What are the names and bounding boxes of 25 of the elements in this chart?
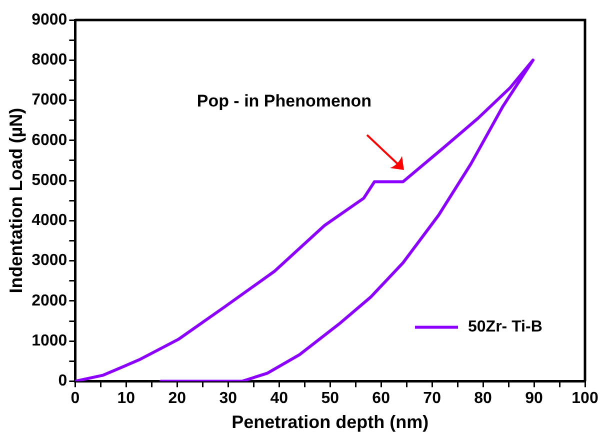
x-tick-label: 80	[474, 390, 492, 408]
x-tick-label: 100	[572, 390, 598, 408]
x-tick-label: 30	[219, 390, 238, 408]
x-tick-label: 50	[321, 390, 340, 408]
y-tick-label: 6000	[32, 132, 68, 149]
y-tick-label: 9000	[32, 11, 68, 28]
y-tick-label: 5000	[32, 172, 68, 189]
x-tick-label: 10	[117, 390, 136, 408]
y-tick-label: 0	[58, 372, 68, 390]
annotation: Pop - in Phenomenon	[196, 92, 372, 111]
y-tick-label: 8000	[32, 52, 68, 69]
x-tick-label: 0	[70, 390, 80, 408]
x-tick-label: 90	[525, 390, 544, 408]
y-tick-label: 1000	[32, 332, 68, 350]
y-tick-label: 3000	[32, 252, 68, 270]
y-axis-title: Indentation Load (µN)	[6, 108, 26, 294]
x-tick-label: 60	[372, 390, 390, 408]
x-tick-label: 20	[168, 390, 186, 408]
x-tick-label: 70	[423, 390, 442, 408]
y-tick-label: 7000	[32, 92, 68, 109]
legend-label: 50Zr- Ti-B	[468, 318, 542, 336]
y-tick-label: 2000	[32, 292, 68, 310]
x-tick-label: 40	[270, 390, 288, 408]
y-tick-label: 4000	[32, 212, 68, 230]
x-axis-title: Penetration depth (nm)	[232, 412, 429, 432]
